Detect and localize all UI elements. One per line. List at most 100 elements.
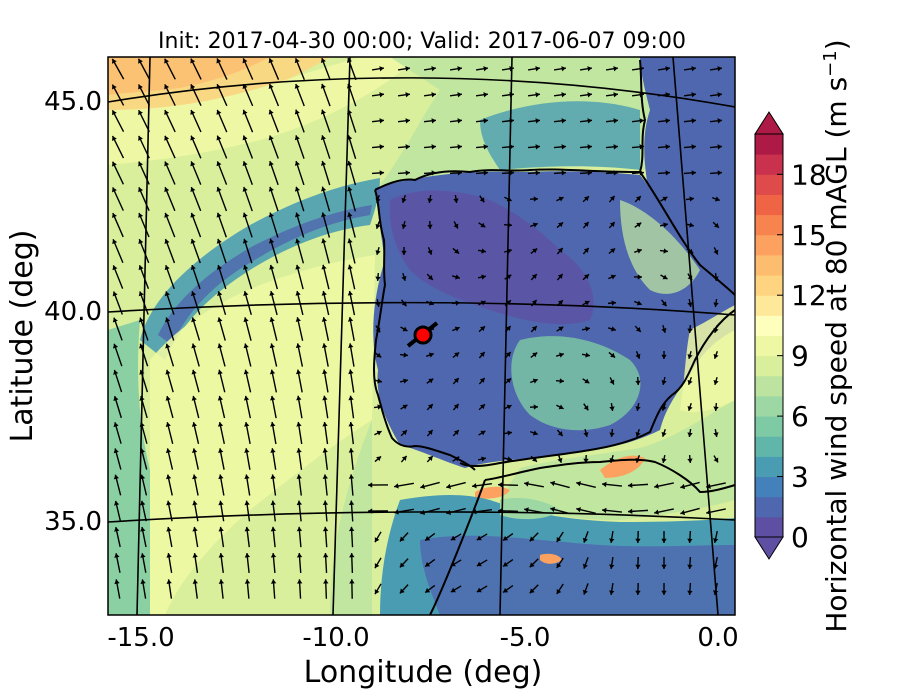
wind-arrow-head xyxy=(375,223,381,229)
wind-arrow-head xyxy=(609,458,615,463)
wind-arrow xyxy=(112,212,124,238)
wind-arrow-head xyxy=(295,238,301,244)
wind-arrow xyxy=(138,238,150,264)
wind-arrow-head xyxy=(394,509,399,515)
wind-arrow-head xyxy=(244,474,250,480)
wind-arrow-head xyxy=(480,326,485,332)
wind-arrow-head xyxy=(376,456,382,462)
colorbar: 0 3 6 9 12 15 18 xyxy=(754,111,827,560)
wind-arrow-head xyxy=(558,404,564,410)
wind-arrow-head xyxy=(483,92,488,98)
wind-arrow-head xyxy=(268,109,274,115)
wind-arrow-head xyxy=(583,221,589,227)
wind-arrow-head xyxy=(713,538,719,543)
wind-arrow-head xyxy=(216,265,223,270)
wind-arrow xyxy=(322,238,330,264)
wind-arrow-head xyxy=(556,537,562,543)
wind-arrow-head xyxy=(427,404,433,410)
wind-arrow xyxy=(191,238,201,264)
wind-arrow-head xyxy=(405,66,410,72)
wind-arrow-head xyxy=(654,483,659,489)
wind-arrow-head xyxy=(661,458,667,463)
wind-arrow-head xyxy=(242,186,248,192)
wind-arrow-head xyxy=(706,483,711,489)
wind-arrow-head xyxy=(507,222,512,228)
wind-arrow-head xyxy=(268,186,274,192)
wind-arrow-head xyxy=(165,396,171,401)
wind-arrow-head xyxy=(242,212,248,218)
wind-arrow-head xyxy=(164,58,170,64)
wind-arrow-head xyxy=(321,238,327,244)
wind-arrow-head xyxy=(216,135,222,141)
wind-arrow-head xyxy=(323,579,329,584)
wind-arrow-head xyxy=(377,378,382,384)
wind-arrow-head xyxy=(557,431,563,437)
wind-arrow-head xyxy=(269,264,275,270)
wind-arrow-head xyxy=(401,455,407,461)
wind-arrow-head xyxy=(557,300,563,306)
wind-arrow-head xyxy=(164,161,170,167)
wind-arrow-head xyxy=(379,66,384,72)
wind-arrow-head xyxy=(323,553,329,558)
wind-arrow-head xyxy=(113,396,119,401)
wind-arrow-head xyxy=(583,405,589,411)
wind-arrow-head xyxy=(191,395,197,401)
wind-arrow-head xyxy=(348,421,354,427)
wind-arrow-head xyxy=(270,553,277,558)
wind-arrow-head xyxy=(295,264,301,270)
wind-arrow-head xyxy=(218,553,224,558)
wind-arrow-head xyxy=(268,212,274,218)
wind-arrow-head xyxy=(584,274,589,280)
plot-title: Init: 2017-04-30 00:00; Valid: 2017-06-0… xyxy=(158,29,686,54)
wind-arrow-head xyxy=(420,509,426,516)
wind-arrow-head xyxy=(454,248,460,254)
wind-arrow-head xyxy=(347,290,354,296)
wind-arrow-head xyxy=(535,66,540,72)
wind-arrow-head xyxy=(112,58,117,64)
wind-arrow-head xyxy=(379,92,384,98)
wind-arrow-head xyxy=(375,302,381,307)
colorbar-segment xyxy=(755,174,783,195)
wind-arrow-head xyxy=(216,212,222,218)
wind-arrow-head xyxy=(507,456,512,462)
wind-arrow-head xyxy=(636,300,642,306)
wind-arrow-head xyxy=(635,457,641,463)
wind-arrow-head xyxy=(244,526,250,532)
wind-arrow-head xyxy=(665,170,670,176)
wind-arrow-head xyxy=(556,563,562,569)
colorbar-tick-label: 15 xyxy=(791,219,827,252)
wind-arrow-head xyxy=(243,291,249,296)
wind-arrow-head xyxy=(242,58,248,64)
wind-arrow-head xyxy=(296,448,302,453)
wind-arrow-head xyxy=(321,317,328,322)
x-axis-label: Longitude (deg) xyxy=(304,655,543,690)
wind-arrow-head xyxy=(457,170,462,176)
wind-arrow-head xyxy=(446,483,452,489)
colorbar-label-exponent: −1 xyxy=(820,50,841,77)
wind-arrow-head xyxy=(113,369,119,375)
colorbar-label-main: Horizontal wind speed at 80 mAGL (m s xyxy=(820,77,853,633)
wind-arrow-head xyxy=(376,430,382,436)
wind-arrow-head xyxy=(480,300,486,306)
wind-arrow-head xyxy=(113,474,120,480)
wind-arrow-head xyxy=(661,301,667,307)
wind-arrow-head xyxy=(509,92,514,98)
wind-arrow-head xyxy=(296,395,302,401)
wind-arrow-head xyxy=(532,430,538,436)
wind-arrow xyxy=(164,212,176,238)
wind-arrow-head xyxy=(347,186,353,192)
wind-arrow xyxy=(243,186,253,212)
wind-arrow-head xyxy=(375,197,381,203)
wind-arrow-head xyxy=(609,538,615,543)
wind-arrow-head xyxy=(506,274,512,280)
wind-arrow-head xyxy=(428,352,434,358)
wind-arrow-head xyxy=(295,343,302,349)
wind-arrow-head xyxy=(379,118,384,124)
colorbar-segment xyxy=(755,275,783,296)
wind-arrow-head xyxy=(628,482,633,489)
wind-arrow-head xyxy=(427,429,433,435)
wind-arrow-head xyxy=(454,352,460,358)
wind-arrow-head xyxy=(637,274,642,280)
wind-arrow-head xyxy=(165,343,171,349)
